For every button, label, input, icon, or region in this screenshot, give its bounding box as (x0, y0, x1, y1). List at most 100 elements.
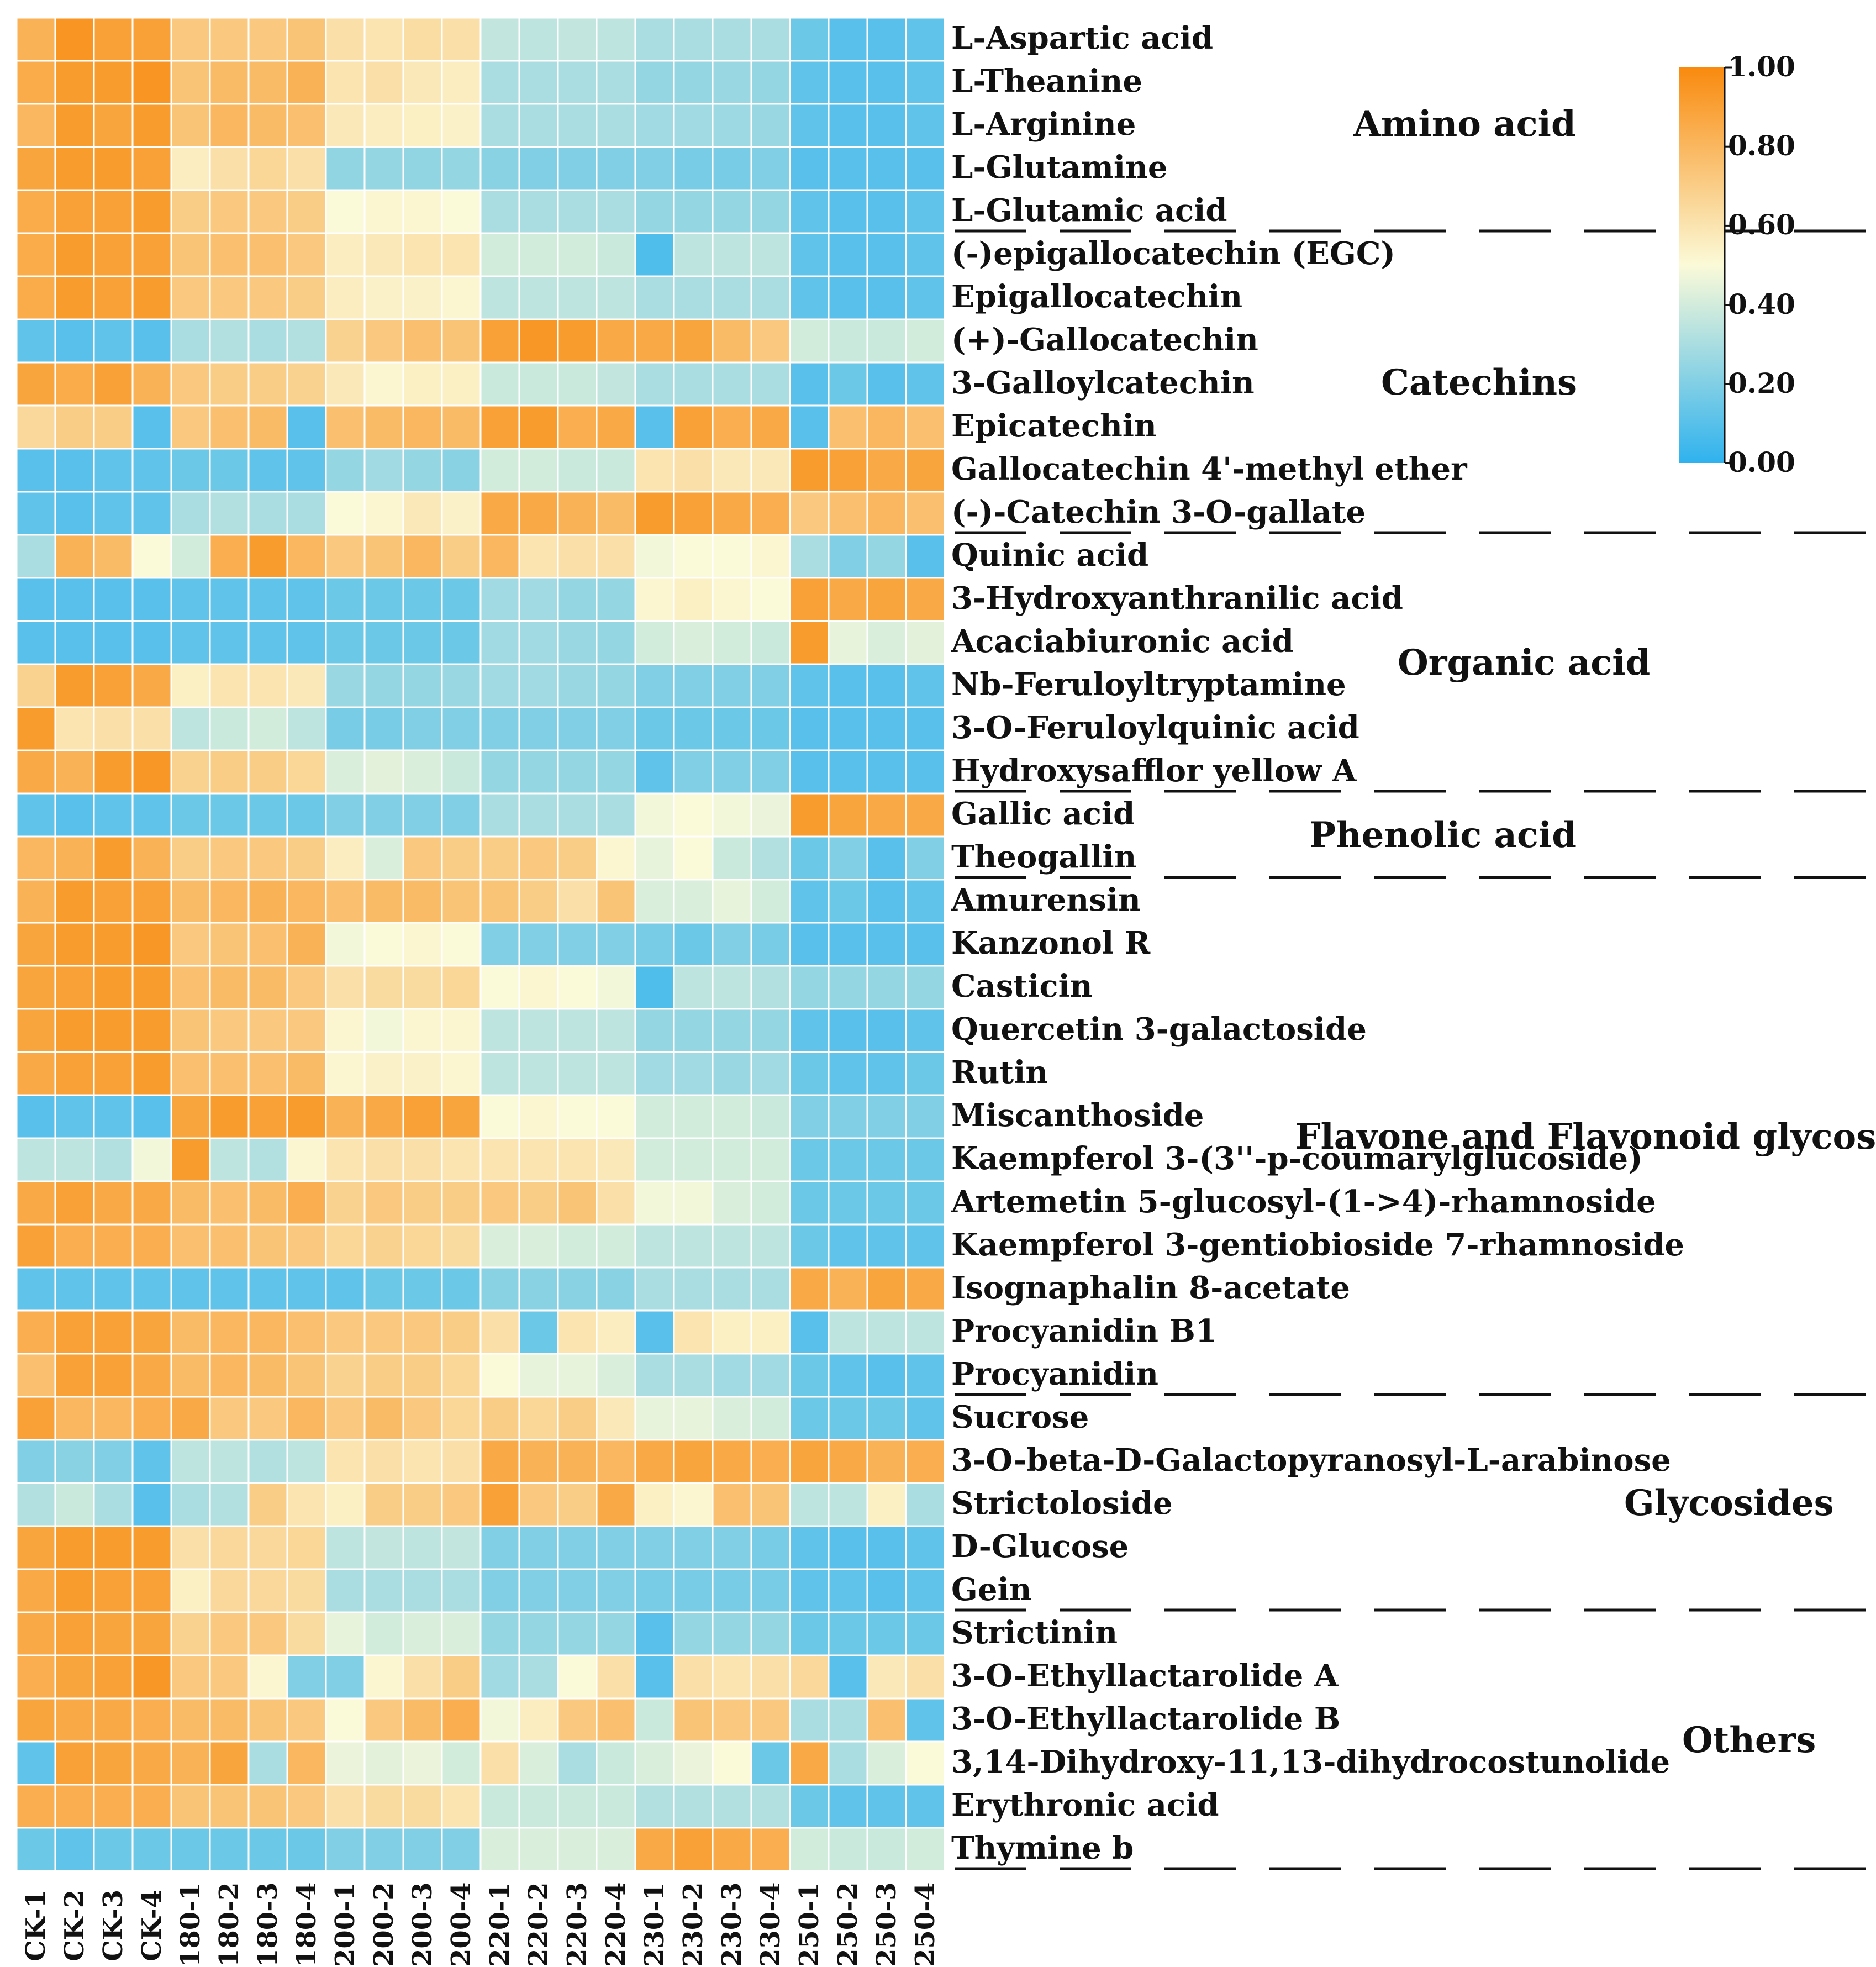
heatmap-cell (131, 1353, 172, 1398)
heatmap-cell (828, 1827, 868, 1872)
heatmap-cell (209, 1008, 250, 1053)
column-label: 200-1 (330, 1882, 361, 1967)
heatmap-cell (15, 318, 56, 364)
heatmap-cell (557, 404, 598, 450)
heatmap-cell (363, 1223, 404, 1269)
heatmap-cell (286, 1697, 327, 1743)
heatmap-cell (518, 1740, 559, 1786)
heatmap-cell (286, 663, 327, 708)
heatmap-cell (634, 1439, 675, 1484)
heatmap-cell (518, 1094, 559, 1139)
heatmap-cell (712, 1697, 752, 1743)
heatmap-cell (866, 577, 907, 622)
heatmap-cell (479, 879, 520, 924)
column-label: 230-4 (755, 1882, 786, 1967)
heatmap-cell (750, 965, 791, 1010)
heatmap-cell (441, 491, 482, 536)
heatmap-cell (634, 792, 675, 838)
heatmap-cell (54, 1051, 95, 1096)
heatmap-cell (209, 103, 250, 148)
heatmap-cell (15, 534, 56, 579)
heatmap-cell (789, 534, 830, 579)
heatmap-cell (596, 1525, 636, 1570)
heatmap-cell (518, 1353, 559, 1398)
heatmap-cell (54, 749, 95, 795)
heatmap-cell (634, 318, 675, 364)
heatmap-cell (15, 577, 56, 622)
heatmap-cell (557, 835, 598, 881)
heatmap-cell (247, 1740, 288, 1786)
heatmap-cell (828, 835, 868, 881)
row-label: Gallic acid (951, 796, 1135, 832)
heatmap-cell (712, 1180, 752, 1226)
row-label: Kaempferol 3-(3''-p-coumarylglucoside) (951, 1140, 1643, 1177)
heatmap-cell (15, 1568, 56, 1613)
heatmap-cell (750, 1137, 791, 1182)
heatmap-cell (325, 318, 366, 364)
heatmap-cell (596, 17, 636, 62)
row-label: Miscanthoside (951, 1097, 1204, 1134)
heatmap-cell (402, 1697, 443, 1743)
heatmap-cell (402, 1784, 443, 1829)
heatmap-cell (557, 1740, 598, 1786)
heatmap-cell (209, 835, 250, 881)
heatmap-cell (479, 706, 520, 751)
heatmap-cell (15, 1051, 56, 1096)
heatmap-cell (363, 1697, 404, 1743)
heatmap-cell (712, 922, 752, 967)
heatmap-cell (789, 318, 830, 364)
heatmap-cell (479, 1439, 520, 1484)
heatmap-cell (131, 60, 172, 105)
heatmap-cell (325, 706, 366, 751)
heatmap-cell (441, 1396, 482, 1441)
heatmap-cell (286, 835, 327, 881)
heatmap-cell (209, 232, 250, 277)
heatmap-cell (131, 275, 172, 320)
heatmap-cell (557, 534, 598, 579)
heatmap-cell (479, 663, 520, 708)
heatmap-cell (209, 620, 250, 665)
row-label: 3-O-Ethyllactarolide B (951, 1701, 1341, 1737)
heatmap-cell (828, 1525, 868, 1570)
heatmap-cell (789, 361, 830, 407)
row-label: Amurensin (951, 882, 1141, 918)
heatmap-cell (170, 448, 211, 493)
heatmap-cell (247, 1180, 288, 1226)
heatmap-cell (634, 146, 675, 191)
heatmap-cell (363, 448, 404, 493)
heatmap-cell (789, 275, 830, 320)
heatmap-cell (866, 1439, 907, 1484)
heatmap-cell (789, 577, 830, 622)
heatmap-cell (712, 792, 752, 838)
heatmap-cell (789, 835, 830, 881)
heatmap-cell (54, 1784, 95, 1829)
heatmap-cell (131, 189, 172, 234)
heatmap-cell (15, 1266, 56, 1312)
heatmap-cell (518, 404, 559, 450)
heatmap-cell (93, 491, 134, 536)
heatmap-cell (402, 1611, 443, 1656)
heatmap-cell (363, 922, 404, 967)
heatmap-cell (170, 1439, 211, 1484)
heatmap-cell (518, 1051, 559, 1096)
heatmap-cell (866, 1740, 907, 1786)
heatmap-cell (170, 534, 211, 579)
heatmap-cell (325, 1396, 366, 1441)
heatmap-cell (712, 103, 752, 148)
heatmap-cell (363, 1266, 404, 1312)
heatmap-cell (789, 1180, 830, 1226)
heatmap-cell (286, 965, 327, 1010)
heatmap-cell (402, 663, 443, 708)
heatmap-cell (15, 922, 56, 967)
row-label: Acaciabiuronic acid (951, 623, 1294, 660)
heatmap-cell (441, 146, 482, 191)
heatmap-cell (170, 922, 211, 967)
heatmap-cell (750, 879, 791, 924)
heatmap-cell (15, 1396, 56, 1441)
heatmap-cell (866, 1396, 907, 1441)
heatmap-cell (93, 1051, 134, 1096)
heatmap-cell (441, 60, 482, 105)
heatmap-cell (325, 1740, 366, 1786)
heatmap-cell (363, 1094, 404, 1139)
heatmap-cell (673, 103, 714, 148)
